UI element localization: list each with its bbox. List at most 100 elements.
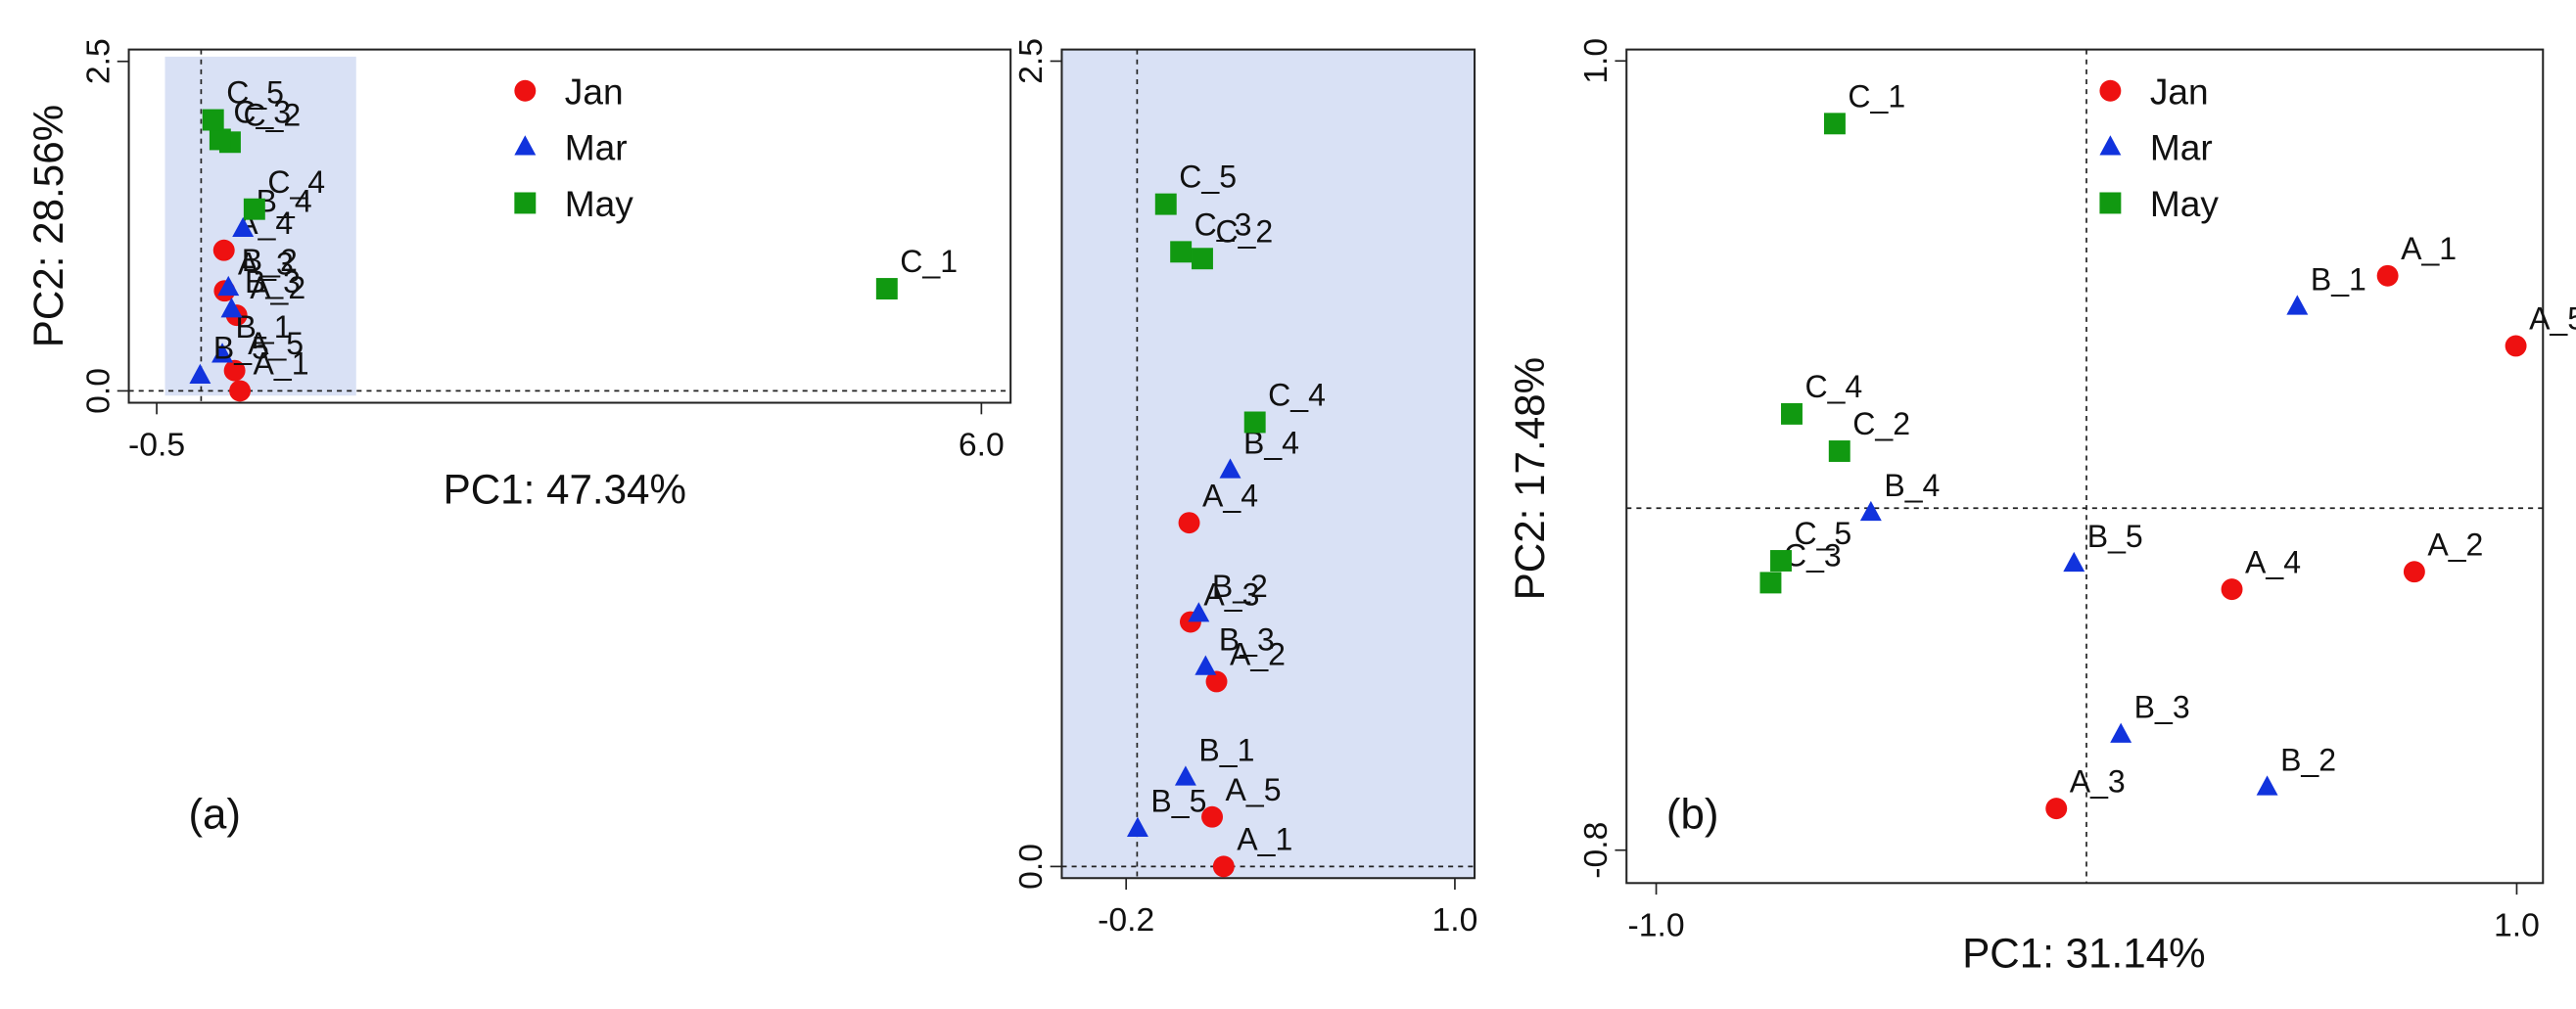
point (229, 380, 252, 402)
point (875, 278, 898, 299)
point (1126, 816, 1148, 837)
legend-label: May (2150, 183, 2220, 224)
point (243, 198, 265, 220)
point-label: C_5 (1179, 160, 1237, 195)
y-tick-label: 2.5 (1012, 38, 1050, 84)
point (2045, 798, 2068, 820)
point-label: C_4 (1804, 369, 1862, 404)
point-label: B_3 (1219, 621, 1275, 657)
point-label: A_4 (1202, 478, 1258, 513)
point (2063, 551, 2085, 573)
x-tick-label: 1.0 (1431, 901, 1477, 939)
point (211, 343, 234, 363)
legend-label: Mar (565, 127, 628, 168)
point-label: C_5 (226, 75, 284, 111)
point-label: B_5 (213, 331, 269, 366)
x-axis-label: PC1: 31.14% (1962, 930, 2205, 976)
point-label: B_4 (1884, 468, 1940, 503)
y-axis-label: PC2: 17.48% (1507, 357, 1553, 600)
x-axis-label: PC1: 47.34% (444, 466, 686, 512)
point-label: A_1 (2401, 231, 2457, 266)
point (220, 298, 243, 318)
point-label: B_5 (1150, 784, 1206, 819)
point (1781, 402, 1803, 425)
point (2403, 561, 2425, 583)
point (1212, 855, 1235, 878)
point-label: C_3 (233, 95, 291, 130)
legend-marker (514, 192, 537, 214)
legend-label: May (565, 183, 634, 224)
point-label: C_5 (1794, 516, 1851, 551)
point-label: B_3 (245, 264, 301, 299)
x-tick-label: -0.5 (128, 426, 185, 463)
point-label: B_5 (2087, 519, 2143, 554)
point (212, 239, 235, 261)
legend-marker (2099, 79, 2122, 102)
point (1188, 602, 1210, 622)
point (1192, 248, 1213, 270)
legend-marker (2099, 135, 2122, 156)
point (2256, 775, 2278, 796)
legend-label: Jan (565, 70, 624, 112)
point-label: C_4 (267, 164, 325, 200)
plot-frame (127, 48, 1012, 404)
point (1170, 241, 1193, 263)
plot-area (1061, 49, 1475, 879)
point-label: A_1 (254, 346, 309, 382)
point (1859, 500, 1882, 522)
point (1201, 805, 1224, 828)
point (1154, 193, 1177, 215)
x-tick-label: 1.0 (2494, 906, 2540, 943)
point-label: A_3 (238, 246, 294, 281)
point-label: B_1 (1198, 732, 1254, 767)
point-label: B_2 (1212, 569, 1268, 604)
plot-frame (1060, 48, 1476, 880)
y-tick-label: 0.0 (79, 368, 117, 414)
point (2110, 722, 2132, 743)
point-label: A_1 (1237, 822, 1292, 857)
point (1759, 572, 1782, 594)
point-label: C_4 (1268, 378, 1326, 413)
x-tick-label: -0.2 (1098, 901, 1154, 939)
point-label: B_4 (257, 184, 312, 219)
panel-label: (b) (1666, 791, 1719, 839)
point-label: B_1 (236, 309, 292, 344)
legend-marker (514, 135, 537, 156)
point-label: B_1 (2311, 261, 2366, 297)
point (1219, 458, 1241, 479)
y-tick-label: 2.5 (79, 38, 117, 84)
point (2376, 264, 2399, 287)
point (1828, 440, 1850, 462)
point-label: A_4 (2245, 544, 2301, 579)
y-tick-label: 0.0 (1012, 844, 1050, 890)
legend-marker (2099, 192, 2122, 214)
plot-area (1626, 49, 2544, 884)
point (1770, 550, 1792, 572)
point-label: A_2 (250, 270, 305, 305)
point (2221, 578, 2243, 601)
zoom-region (164, 56, 356, 396)
point (1174, 765, 1196, 786)
point-label: C_2 (243, 97, 301, 132)
point (232, 216, 255, 238)
point-label: A_2 (1230, 637, 1286, 672)
point (2505, 335, 2527, 357)
point-label: C_3 (1784, 538, 1842, 573)
point (1205, 670, 1228, 693)
point-label: C_3 (1194, 206, 1252, 242)
point-label: B_3 (2134, 690, 2190, 725)
point-label: B_2 (2280, 742, 2336, 777)
point (1178, 512, 1200, 534)
point (223, 359, 246, 382)
x-tick-label: -1.0 (1628, 906, 1685, 943)
point (209, 128, 231, 151)
y-tick-label: 1.0 (1577, 38, 1615, 84)
panel-label: (a) (188, 791, 241, 839)
point-label: A_5 (2529, 301, 2576, 337)
point (202, 109, 224, 131)
y-axis-label: PC2: 28.56% (25, 105, 71, 347)
point (1194, 655, 1217, 675)
legend-label: Mar (2150, 127, 2213, 168)
